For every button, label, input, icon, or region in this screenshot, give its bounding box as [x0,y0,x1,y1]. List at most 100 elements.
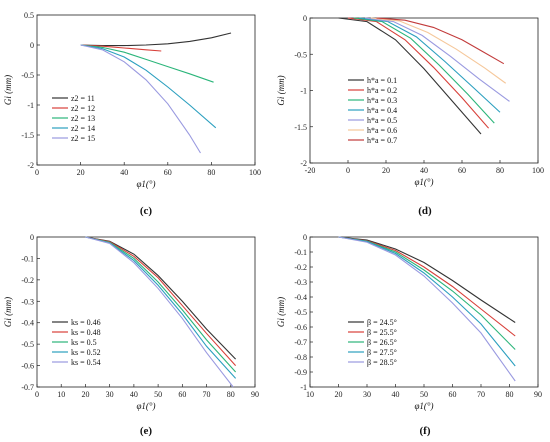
x-tick-label: 80 [227,390,235,399]
x-axis-label: φ1(°) [136,179,155,189]
series-line-2 [338,236,516,337]
y-tick-label: -0.4 [294,293,307,302]
series-line-5 [80,44,201,154]
x-tick-label: 70 [203,390,211,399]
series-line-1 [80,32,232,47]
y-axis-label: Gi (mm) [3,297,13,327]
y-tick-label: -2 [300,159,307,168]
x-tick-label: 60 [449,390,457,399]
y-tick-label: -0.2 [294,263,307,272]
x-tick-label: 20 [335,390,343,399]
legend-entry: ks = 0.46 [71,318,101,327]
legend-entry: β = 28.5° [367,358,397,367]
x-tick-label: 80 [506,390,514,399]
legend-entry: ks = 0.48 [71,328,101,337]
series-line-2 [347,17,490,129]
legend-entry: z2 = 12 [71,104,95,113]
panel-label: (d) [418,205,432,217]
x-tick-label: 10 [306,390,314,399]
y-tick-label: -0.5 [294,50,307,59]
series-line-5 [338,236,516,382]
y-tick-label: -2 [27,161,34,170]
x-tick-label: 90 [251,390,259,399]
series-line-5 [85,236,234,388]
y-tick-label: 0 [30,233,34,242]
y-tick-label: 0 [30,41,34,50]
y-tick-label: -0.3 [21,297,34,306]
x-tick-label: 90 [534,390,542,399]
y-tick-label: -0.6 [294,323,307,332]
x-tick-label: 0 [35,390,39,399]
x-tick-label: 50 [154,390,162,399]
series-line-4 [359,17,501,113]
y-tick-label: -0.4 [21,319,34,328]
y-tick-label: 0 [303,14,307,23]
legend-entry: ks = 0.54 [71,358,101,367]
panel-d: -20 0 20 40 60 80 100 0 -0.5 -1 -1.5 -2 φ1(°) Gi (mm)… [276,14,544,217]
x-axis-label: φ1(°) [136,401,155,411]
x-tick-label: 20 [77,168,85,177]
x-tick-label: 40 [420,166,428,175]
y-tick-label: -1 [27,101,34,110]
x-tick-label: 60 [458,166,466,175]
x-tick-label: 40 [130,390,138,399]
y-tick-label: -0.5 [21,71,34,80]
legend-entry: h*a = 0.7 [367,136,397,145]
legend-entry: ks = 0.52 [71,348,101,357]
panel-label: (f) [420,425,431,437]
series-line-2 [80,44,162,52]
legend-entry: β = 24.5° [367,318,397,327]
series-line-3 [353,17,495,124]
y-tick-label: -0.7 [21,383,34,392]
legend-entry: h*a = 0.5 [367,116,397,125]
y-tick-label: -0.8 [294,353,307,362]
y-tick-label: -0.2 [21,276,34,285]
x-axis-label: φ1(°) [414,401,433,411]
legend-entry: β = 25.5° [367,328,397,337]
legend-entry: h*a = 0.6 [367,126,397,135]
series-line-5 [365,17,510,102]
x-tick-label: 100 [249,168,261,177]
x-tick-label: 0 [35,168,39,177]
x-tick-label: 20 [81,390,89,399]
y-tick-label: -0.5 [294,308,307,317]
legend-entry: β = 26.5° [367,338,397,347]
x-tick-label: 30 [106,390,114,399]
x-tick-label: 60 [178,390,186,399]
y-axis-label: Gi (mm) [276,75,286,105]
y-axis-label: Gi (mm) [276,297,286,327]
series-line-4 [80,44,217,129]
x-axis-label: φ1(°) [414,177,433,187]
y-tick-label: -1 [300,383,307,392]
y-tick-label: -0.3 [294,278,307,287]
legend-entry: z2 = 13 [71,114,95,123]
series-line-1 [338,17,482,135]
x-tick-label: 80 [496,166,504,175]
plot-frame [36,14,256,166]
x-tick-label: 40 [120,168,128,177]
legend-entry: h*a = 0.4 [367,106,397,115]
legend-entry: h*a = 0.3 [367,96,397,105]
y-tick-label: -1 [300,87,307,96]
y-tick-label: -0.1 [21,254,34,263]
series-line-3 [85,236,237,373]
legend-entry: β = 27.5° [367,348,397,357]
x-tick-label: 50 [420,390,428,399]
y-tick-label: 0 [303,233,307,242]
series-line-3 [80,44,214,83]
panel-e: 0 10 20 30 40 50 60 70 80 90 0 -0.1 -0.2 -0.3 -0.4 -0.5… [3,233,259,437]
x-tick-label: 0 [346,166,350,175]
legend-entry: h*a = 0.2 [367,86,397,95]
plot-frame [36,236,256,388]
legend-entry: z2 = 15 [71,134,95,143]
panel-c: 0 20 40 60 80 100 0.5 0 -0.5 -1 -1.5 -2 φ1(°) Gi (mm)… [3,11,261,217]
panel-label: (e) [140,425,153,437]
series-line-1 [338,236,516,323]
x-tick-label: 30 [363,390,371,399]
y-tick-label: -0.9 [294,368,307,377]
y-tick-label: -0.1 [294,248,307,257]
y-tick-label: -0.5 [21,340,34,349]
legend-entry: z2 = 11 [71,94,95,103]
y-tick-label: -0.7 [294,338,307,347]
